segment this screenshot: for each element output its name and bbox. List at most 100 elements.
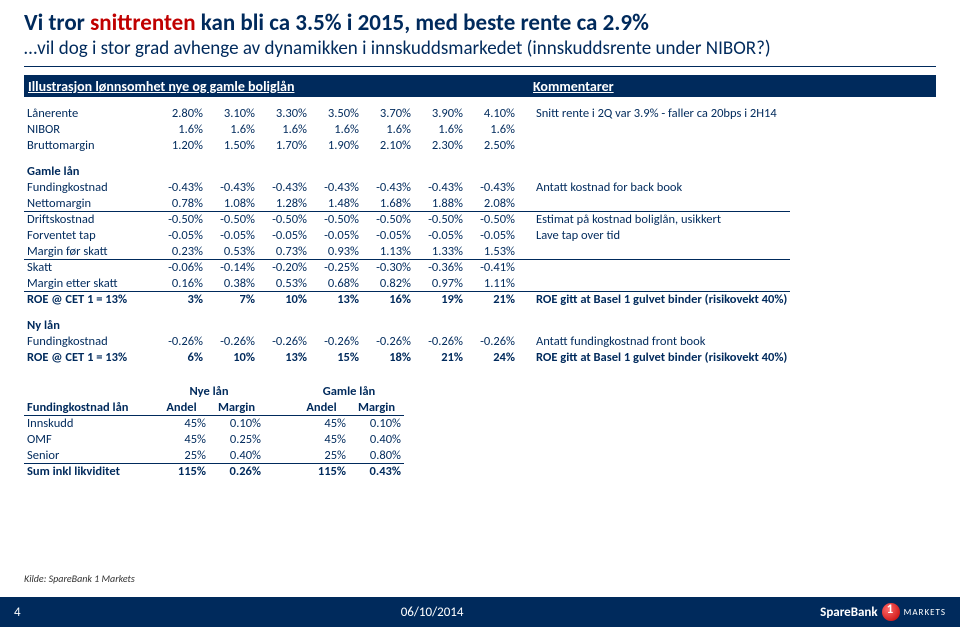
cell-value: 0.80% (349, 447, 404, 463)
row-label: Forventet tap (24, 227, 154, 243)
cell-value: 1.6% (310, 121, 362, 137)
cell-value: -0.05% (258, 227, 310, 243)
cell-value: 0.43% (349, 463, 404, 479)
row-comment (518, 275, 790, 291)
cell-value: 1.08% (206, 195, 258, 211)
cell-value: -0.25% (310, 259, 362, 275)
row-label: Lånerente (24, 105, 154, 121)
cell-value: -0.50% (310, 211, 362, 227)
row-label: Fundingkostnad (24, 333, 154, 349)
row-comment (518, 195, 790, 211)
cell-value: 45% (294, 415, 349, 431)
row-label: NIBOR (24, 121, 154, 137)
cell-value: 24% (466, 349, 518, 365)
cell-value: 0.53% (206, 243, 258, 259)
cell-value: -0.30% (362, 259, 414, 275)
cell-value: 3.50% (310, 105, 362, 121)
row-label: OMF (24, 431, 154, 447)
title-prefix: Vi tror (24, 9, 90, 37)
row-comment: ROE gitt at Basel 1 gulvet binder (risik… (518, 349, 790, 365)
row-label: Fundingkostnad (24, 179, 154, 195)
cell-value: 16% (362, 291, 414, 307)
cell-value: 0.97% (414, 275, 466, 291)
slide-content: Vi tror snittrenten kan bli ca 3.5% i 20… (0, 0, 960, 479)
cell-value: 1.20% (154, 137, 206, 153)
cell-value: 3.30% (258, 105, 310, 121)
slide-title: Vi tror snittrenten kan bli ca 3.5% i 20… (24, 10, 936, 36)
cell-value: -0.43% (258, 179, 310, 195)
cell-value: 1.28% (258, 195, 310, 211)
row-comment: Antatt kostnad for back book (518, 179, 790, 195)
cell-value: 0.16% (154, 275, 206, 291)
cell-value: -0.20% (258, 259, 310, 275)
row-label: Driftskostnad (24, 211, 154, 227)
cell-value: 0.38% (206, 275, 258, 291)
table-ny: Ny lånFundingkostnad-0.26%-0.26%-0.26%-0… (24, 317, 790, 365)
cell-value: -0.05% (362, 227, 414, 243)
brand-markets: MARKETS (904, 607, 946, 618)
table-funding: Nye lånGamle lånFundingkostnad lånAndelM… (24, 383, 404, 479)
cell-value: -0.50% (362, 211, 414, 227)
cell-value: -0.26% (414, 333, 466, 349)
cell-value: 115% (294, 463, 349, 479)
cell-value: 1.6% (206, 121, 258, 137)
cell-value: 3.90% (414, 105, 466, 121)
cell-value: 2.30% (414, 137, 466, 153)
cell-value: 1.68% (362, 195, 414, 211)
cell-value: 0.25% (209, 431, 264, 447)
cell-value: -0.26% (206, 333, 258, 349)
cell-value: 0.40% (209, 447, 264, 463)
cell-value: 0.82% (362, 275, 414, 291)
row-comment: ROE gitt at Basel 1 gulvet binder (risik… (518, 291, 790, 307)
cell-value: 0.68% (310, 275, 362, 291)
brand-logo: SpareBank MARKETS (820, 603, 946, 621)
cell-value: 1.6% (258, 121, 310, 137)
cell-value: 3.10% (206, 105, 258, 121)
cell-value: -0.43% (154, 179, 206, 195)
cell-value: -0.36% (414, 259, 466, 275)
cell-value: 21% (466, 291, 518, 307)
brand-text: SpareBank (820, 605, 877, 620)
row-comment (518, 137, 780, 153)
cell-value: 2.80% (154, 105, 206, 121)
row-label: Margin etter skatt (24, 275, 154, 291)
cell-value: 0.10% (209, 415, 264, 431)
row-comment (518, 259, 790, 275)
cell-value: 25% (294, 447, 349, 463)
row-label: ROE @ CET 1 = 13% (24, 349, 154, 365)
row-comment: Snitt rente i 2Q var 3.9% - faller ca 20… (518, 105, 780, 121)
cell-value: 3.70% (362, 105, 414, 121)
row-comment: Antatt fundingkostnad front book (518, 333, 790, 349)
cell-value: 45% (294, 431, 349, 447)
cell-value: 1.6% (466, 121, 518, 137)
footer-date: 06/10/2014 (44, 605, 820, 620)
cell-value: -0.06% (154, 259, 206, 275)
cell-value: 19% (414, 291, 466, 307)
row-label: Sum inkl likviditet (24, 463, 154, 479)
cell-value: -0.26% (466, 333, 518, 349)
cell-value: -0.26% (310, 333, 362, 349)
cell-value: -0.05% (206, 227, 258, 243)
cell-value: 1.53% (466, 243, 518, 259)
table-top: Lånerente2.80%3.10%3.30%3.50%3.70%3.90%4… (24, 105, 780, 153)
cell-value: -0.05% (154, 227, 206, 243)
cell-value: 1.70% (258, 137, 310, 153)
cell-value: 15% (310, 349, 362, 365)
cell-value: 3% (154, 291, 206, 307)
cell-value: -0.43% (414, 179, 466, 195)
cell-value: 25% (154, 447, 209, 463)
cell-value: -0.26% (258, 333, 310, 349)
title-highlight: snittrenten (90, 9, 196, 37)
cell-value: 0.78% (154, 195, 206, 211)
cell-value: -0.26% (362, 333, 414, 349)
cell-value: -0.05% (310, 227, 362, 243)
row-label: Skatt (24, 259, 154, 275)
cell-value: -0.41% (466, 259, 518, 275)
cell-value: -0.05% (414, 227, 466, 243)
row-label: Innskudd (24, 415, 154, 431)
cell-value: 0.10% (349, 415, 404, 431)
cell-value: 2.50% (466, 137, 518, 153)
brand-circle-icon (882, 603, 900, 621)
cell-value: 45% (154, 415, 209, 431)
section-banner: Illustrasjon lønnsomhet nye og gamle bol… (24, 75, 936, 97)
